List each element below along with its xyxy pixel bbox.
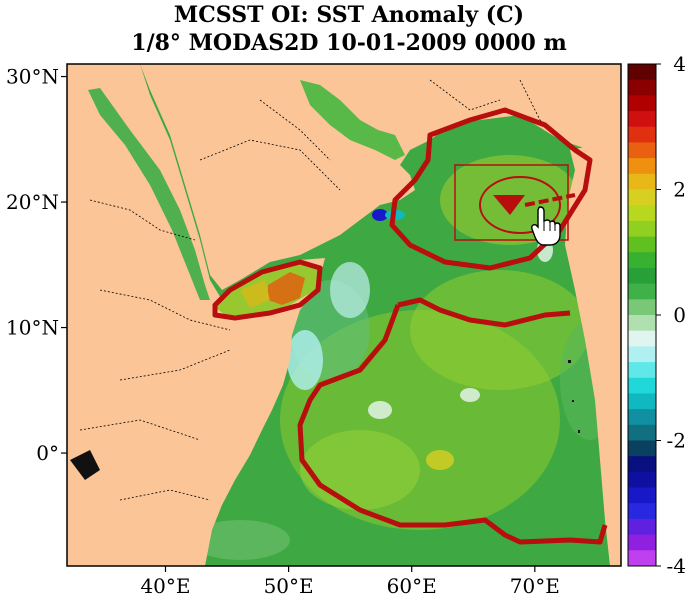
colorbar-swatch (628, 456, 656, 473)
africa-land (67, 64, 325, 566)
colorbar-swatch (628, 64, 656, 81)
map-title: MCSST OI: SST Anomaly (C) (173, 2, 525, 28)
lon-tick-label: 70°E (510, 574, 560, 598)
zoom-ellipse (479, 176, 561, 234)
dashed-line (524, 193, 576, 207)
colorbar-swatch (628, 95, 656, 112)
colorbar (628, 64, 656, 567)
colorbar-swatch (628, 158, 656, 175)
colorbar-swatch (628, 126, 656, 143)
country-borders (79, 79, 561, 501)
lat-tick-label: 10°N (6, 316, 59, 340)
colorbar-swatch (628, 377, 656, 394)
colorbar-swatch (628, 503, 656, 520)
longitude-axis: 40°E 50°E 60°E 70°E (140, 566, 560, 598)
india-land (565, 140, 621, 566)
colorbar-swatch (628, 534, 656, 551)
colorbar-swatch (628, 362, 656, 379)
map-frame (66, 63, 622, 567)
colorbar-swatch (628, 236, 656, 253)
colorbar-tick-label: -4 (667, 554, 686, 578)
arabia-land (140, 64, 621, 290)
lake-shape (70, 450, 100, 480)
lon-tick-label: 50°E (264, 574, 314, 598)
colorbar-swatch (628, 424, 656, 441)
colorbar-swatch (628, 142, 656, 159)
colorbar-swatch (628, 173, 656, 190)
colorbar-tick-label: -2 (667, 429, 686, 453)
colorbar-swatch (628, 79, 656, 96)
lat-tick-label: 30°N (6, 65, 59, 89)
colorbar-swatch (628, 189, 656, 206)
map-subtitle: 1/8° MODAS2D 10-01-2009 0000 m (131, 30, 567, 56)
gulf-of-aden-outline (212, 259, 323, 321)
colorbar-swatch (628, 440, 656, 457)
persian-gulf (300, 80, 405, 160)
colorbar-swatch (628, 409, 656, 426)
colorbar-tick-label: 4 (673, 52, 686, 76)
colorbar-swatch (628, 283, 656, 300)
colorbar-tick-label: 2 (673, 178, 686, 202)
lat-tick-label: 20°N (6, 190, 59, 214)
colorbar-swatch (628, 518, 656, 536)
colorbar-swatch (628, 330, 656, 347)
lat-tick-label: 0° (36, 441, 59, 465)
warm-anomaly-patch (240, 280, 270, 308)
colorbar-swatch (628, 550, 656, 567)
colorbar-tick-label: 0 (673, 303, 686, 327)
lon-tick-label: 60°E (387, 574, 437, 598)
colorbar-swatch (628, 111, 656, 128)
colorbar-swatch (628, 487, 656, 504)
colorbar-swatch (628, 471, 656, 489)
colorbar-swatch (628, 267, 656, 285)
colorbar-swatch (628, 393, 656, 410)
colorbar-labels: 4 2 0 -2 -4 (656, 52, 686, 578)
hand-cursor-icon[interactable] (531, 206, 561, 246)
colorbar-swatch (628, 299, 656, 316)
lon-tick-label: 40°E (140, 574, 190, 598)
red-sea (88, 88, 210, 300)
colorbar-swatch (628, 252, 656, 269)
colorbar-swatch (628, 220, 656, 238)
colorbar-swatch (628, 205, 656, 222)
colorbar-swatch (628, 315, 656, 332)
colorbar-swatch (628, 346, 656, 363)
latitude-axis: 30°N 20°N 10°N 0° (6, 65, 67, 465)
map-plot-area (67, 64, 621, 566)
indian-ocean-outline (297, 297, 608, 545)
arabian-sea-outline (389, 107, 593, 271)
hot-anomaly-patch (268, 272, 305, 305)
zoom-box (454, 164, 569, 241)
pointer-arrow (493, 195, 525, 215)
anomaly-outlines (212, 107, 608, 545)
